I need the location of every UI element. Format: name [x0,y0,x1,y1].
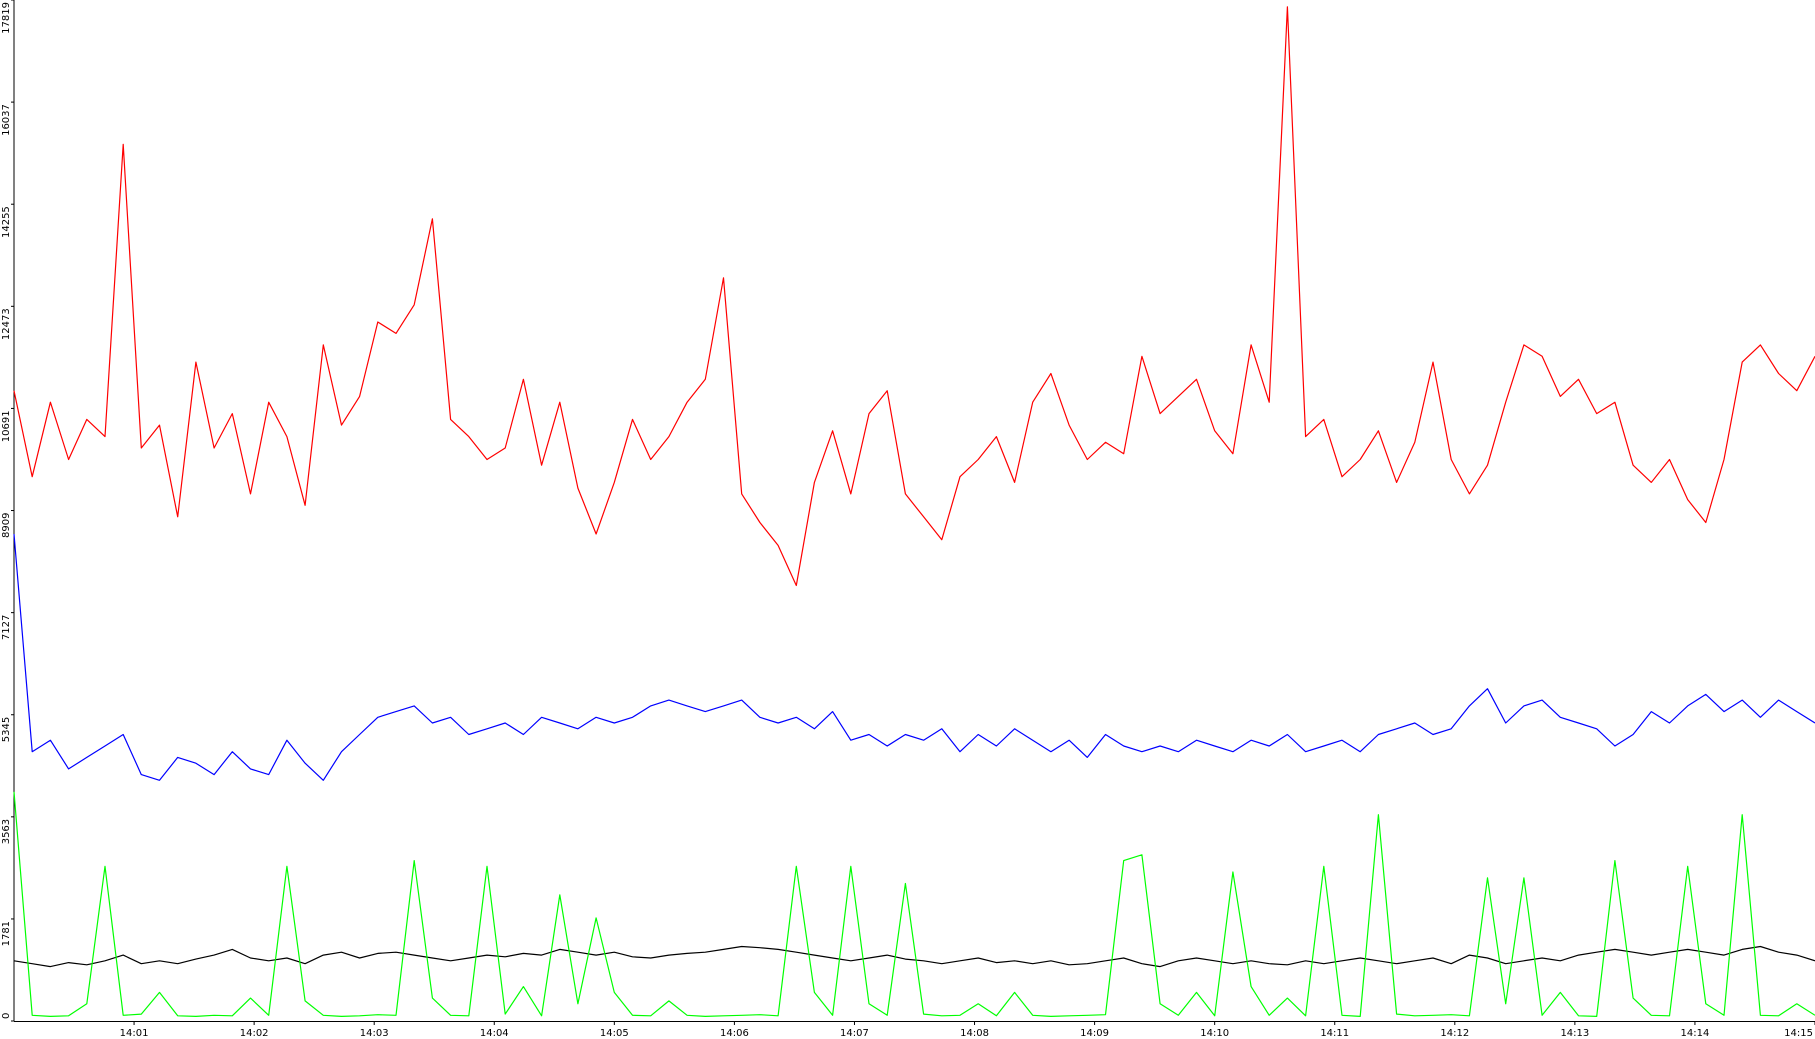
y-tick-label: 5345 [1,717,12,742]
x-tick-label: 14:10 [1200,1028,1229,1039]
x-tick-label: 14:01 [120,1028,149,1039]
y-tick-label: 8909 [1,513,12,538]
y-tick-label: 1781 [1,921,12,946]
x-tick-label: 14:03 [360,1028,389,1039]
x-tick-label: 14:06 [720,1028,749,1039]
x-tick-label: 14:02 [240,1028,269,1039]
y-tick-label: 3563 [1,819,12,844]
y-tick-label: 17819 [1,2,12,34]
x-tick-label: 14:11 [1320,1028,1349,1039]
x-tick-label: 14:07 [840,1028,869,1039]
y-tick-label: 10691 [1,410,12,442]
x-tick-label: 14:09 [1080,1028,1109,1039]
y-axis-strip [0,0,14,1039]
y-tick-label: 0 [1,1013,12,1019]
x-tick-label: 14:05 [600,1028,629,1039]
y-tick-label: 7127 [1,615,12,640]
x-tick-label: 14:08 [960,1028,989,1039]
series-line [13,533,1815,781]
x-tick-label: 14:15 [1784,1028,1813,1039]
y-tick-label: 14255 [1,206,12,238]
x-tick-label: 14:13 [1560,1028,1589,1039]
y-tick-label: 12473 [1,308,12,340]
series-line [13,6,1815,587]
x-tick-label: 14:04 [480,1028,509,1039]
y-tick-label: 16037 [1,104,12,136]
x-tick-label: 14:12 [1440,1028,1469,1039]
series-line [13,791,1815,1017]
series-line [13,945,1815,968]
x-tick-label: 14:14 [1681,1028,1710,1039]
